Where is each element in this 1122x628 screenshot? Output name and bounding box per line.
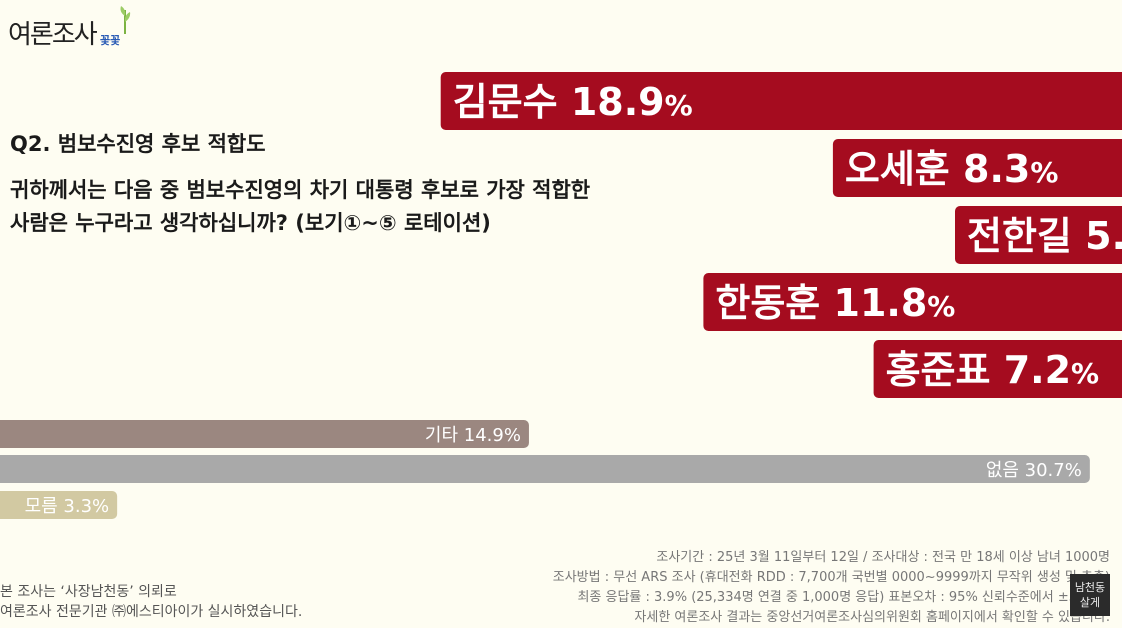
bar-오세훈	[832, 139, 1122, 197]
logo-text: 여론조사	[8, 20, 98, 50]
question-body-line2: 사람은 누구라고 생각하십니까? (보기①~⑤ 로테이션)	[10, 211, 491, 235]
survey-info-line2: 조사방법 : 무선 ARS 조사 (휴대전화 RDD : 7,700개 국번별 …	[552, 570, 1110, 585]
bar-label-김문수: 김문수 18.9%	[453, 80, 693, 124]
bar-없음	[0, 455, 1090, 483]
channel-stamp: 남천동 살게	[1070, 574, 1110, 616]
survey-info-line4: 자세한 여론조사 결과는 중앙선거여론조사심의위원회 홈페이지에서 확인할 수 …	[634, 610, 1110, 625]
bar-label-모름: 모름 3.3%	[25, 496, 110, 517]
bar-label-한동훈: 한동훈 11.8%	[715, 281, 955, 325]
bar-홍준표	[873, 340, 1122, 398]
footer-left-line2: 여론조사 전문기관 ㈜에스티아이가 실시하였습니다.	[0, 604, 303, 620]
bar-김문수	[440, 72, 1122, 130]
bar-전한길	[955, 206, 1122, 264]
stamp-line2: 살게	[1079, 596, 1101, 609]
question-body-line1: 귀하께서는 다음 중 범보수진영의 차기 대통령 후보로 가장 적합한	[10, 178, 591, 202]
bar-한동훈	[703, 273, 1122, 331]
footer-left: 본 조사는 ‘사장남천동’ 의뢰로 여론조사 전문기관 ㈜에스티아이가 실시하였…	[0, 582, 302, 622]
survey-info: 조사기간 : 25년 3월 11일부터 12일 / 조사대상 : 전국 만 18…	[553, 548, 1110, 628]
survey-info-line1: 조사기간 : 25년 3월 11일부터 12일 / 조사대상 : 전국 만 18…	[656, 550, 1110, 565]
bar-모름	[0, 491, 118, 519]
footer-left-line1: 본 조사는 ‘사장남천동’ 의뢰로	[0, 584, 177, 600]
bar-label-전한길: 전한길 5.0%	[967, 214, 1122, 258]
bar-기타	[0, 420, 529, 448]
bar-label-홍준표: 홍준표 7.2%	[886, 348, 1100, 392]
question-title: Q2. 범보수진영 후보 적합도	[10, 132, 266, 156]
bar-label-오세훈: 오세훈 8.3%	[845, 147, 1059, 191]
logo-sub: 꽃꽃	[100, 34, 121, 47]
question-block: Q2. 범보수진영 후보 적합도 귀하께서는 다음 중 범보수진영의 차기 대통…	[10, 128, 710, 240]
logo: 여론조사 꽃꽃	[8, 4, 136, 50]
survey-info-line3: 최종 응답률 : 3.9% (25,334명 연결 중 1,000명 응답) 표…	[577, 590, 1110, 605]
bar-label-기타: 기타 14.9%	[425, 425, 521, 446]
bar-label-없음: 없음 30.7%	[986, 460, 1082, 481]
stamp-line1: 남천동	[1074, 581, 1106, 594]
leaf-icon	[120, 6, 131, 34]
